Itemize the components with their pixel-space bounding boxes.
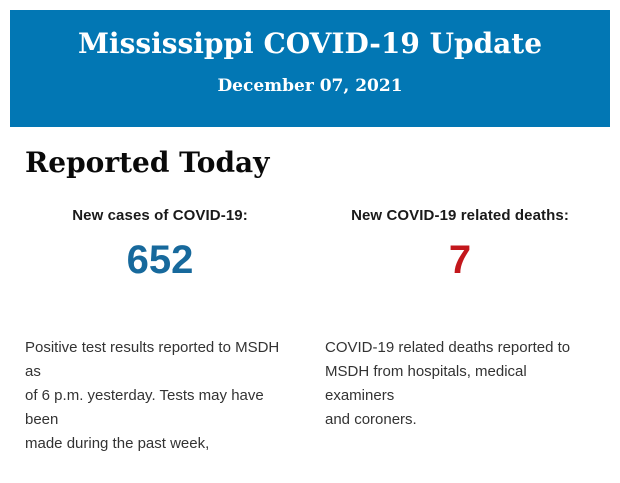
main-content: Reported Today New cases of COVID-19: 65… — [0, 146, 620, 456]
new-deaths-column: New COVID-19 related deaths: 7 COVID-19 … — [325, 207, 595, 456]
new-deaths-description: COVID-19 related deaths reported to MSDH… — [325, 339, 571, 429]
stats-grid: New cases of COVID-19: 652 Positive test… — [25, 207, 595, 456]
new-cases-column: New cases of COVID-19: 652 Positive test… — [25, 207, 295, 456]
new-deaths-label: New COVID-19 related deaths: — [351, 207, 569, 225]
new-deaths-value: 7 — [448, 238, 472, 283]
report-date: December 07, 2021 — [217, 75, 403, 96]
new-cases-description: Positive test results reported to MSDH a… — [25, 339, 280, 453]
section-title: Reported Today — [25, 146, 270, 179]
page-title: Mississippi COVID-19 Update — [77, 27, 543, 60]
new-cases-label: New cases of COVID-19: — [72, 207, 248, 225]
header-banner: Mississippi COVID-19 Update December 07,… — [10, 10, 610, 127]
new-cases-value: 652 — [126, 238, 194, 283]
